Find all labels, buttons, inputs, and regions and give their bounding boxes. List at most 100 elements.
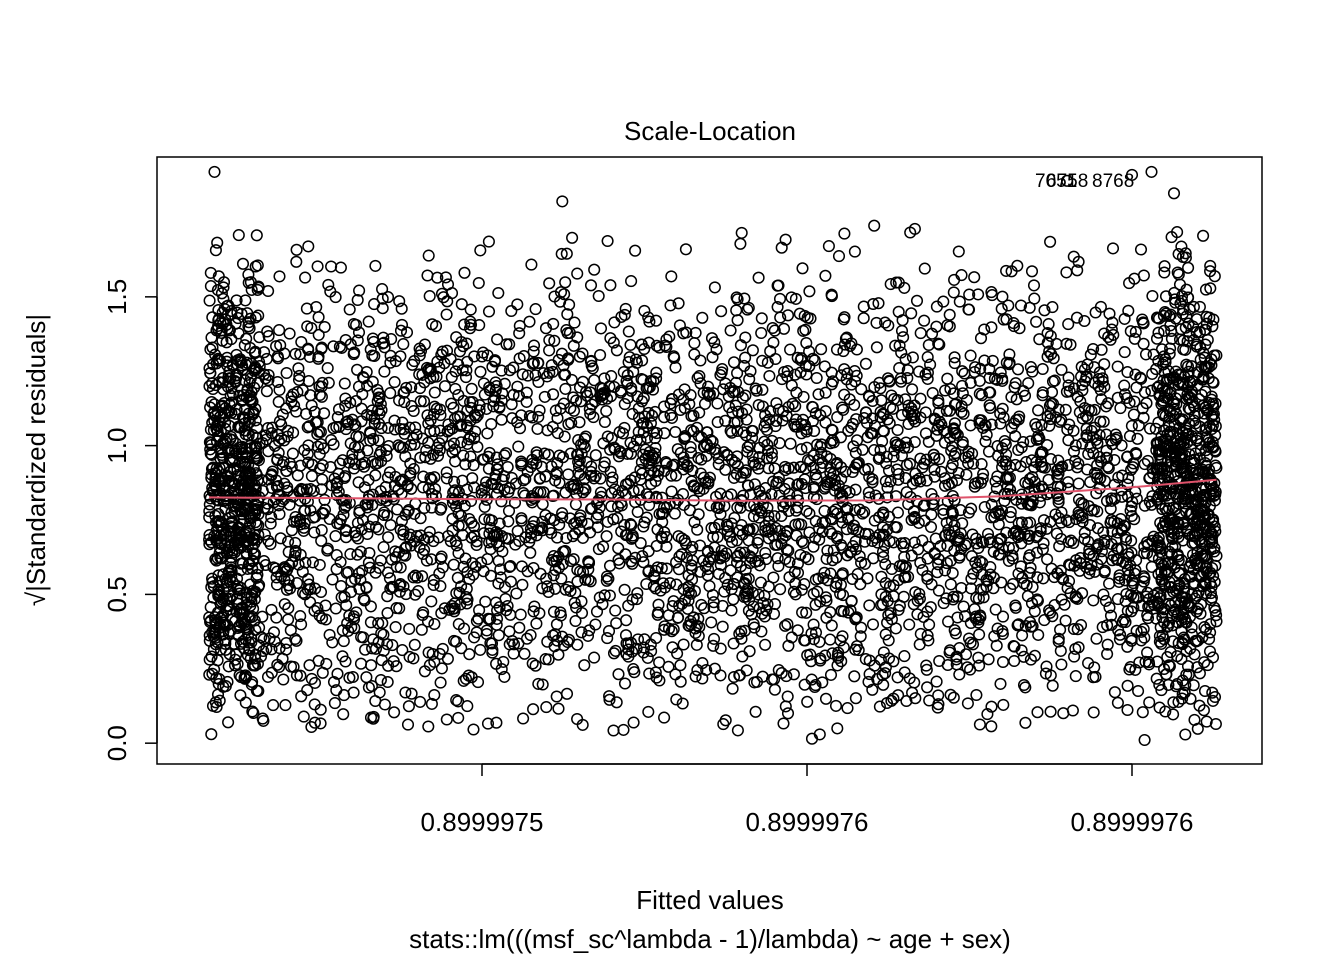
scatter-point	[249, 414, 262, 427]
scatter-point	[819, 692, 833, 705]
scatter-point	[719, 714, 732, 727]
scatter-point	[881, 491, 894, 504]
scatter-point	[381, 638, 394, 651]
scatter-point	[983, 386, 996, 399]
scatter-point	[529, 303, 542, 316]
scatter-point	[728, 578, 741, 591]
scatter-point	[250, 571, 263, 584]
scatter-point	[207, 643, 220, 656]
scatter-point	[818, 360, 831, 373]
scatter-point	[791, 624, 804, 637]
scatter-point	[1096, 375, 1109, 388]
scatter-point	[760, 423, 774, 436]
scatter-point	[901, 364, 914, 377]
scatter-point	[584, 386, 597, 399]
scatter-point	[558, 430, 571, 443]
scatter-point	[980, 428, 993, 441]
scatter-point	[617, 723, 630, 736]
scatter-point	[1031, 706, 1044, 719]
scatter-point	[879, 576, 892, 590]
scatter-point	[890, 438, 903, 452]
scatter-point	[1052, 454, 1065, 467]
scatter-point	[1110, 553, 1123, 566]
scatter-point	[660, 333, 673, 346]
scatter-point	[622, 477, 635, 490]
scatter-point	[212, 270, 225, 283]
scatter-point	[1204, 626, 1217, 639]
scatter-point	[576, 347, 589, 360]
scatter-point	[848, 398, 861, 411]
scatter-point	[638, 633, 651, 646]
scatter-point	[641, 651, 654, 664]
scatter-point	[372, 523, 385, 536]
scatter-point	[1041, 350, 1054, 363]
scatter-point	[492, 286, 505, 300]
scatter-point	[417, 470, 430, 483]
scatter-point	[332, 485, 345, 498]
scatter-point	[503, 364, 516, 377]
scatter-point	[1158, 462, 1171, 476]
scatter-point	[973, 718, 986, 731]
scatter-point	[576, 718, 589, 731]
scatter-point	[405, 399, 418, 413]
scatter-point	[362, 474, 375, 487]
scatter-point	[757, 596, 770, 610]
scatter-point	[217, 436, 230, 450]
scatter-point	[485, 637, 499, 650]
scatter-point	[1194, 444, 1207, 457]
scatter-point	[493, 401, 506, 414]
scatter-point	[1005, 265, 1018, 278]
scatter-point	[233, 456, 247, 469]
scatter-point	[781, 707, 795, 720]
scatter-point	[746, 586, 759, 599]
scatter-point	[305, 399, 318, 412]
scatter-point	[684, 618, 698, 631]
scatter-point	[985, 418, 998, 431]
scatter-point	[362, 681, 375, 694]
scatter-point	[990, 482, 1003, 495]
scatter-point	[463, 648, 476, 661]
scatter-point	[236, 635, 249, 648]
scatter-point	[700, 663, 713, 677]
scatter-point	[1060, 266, 1073, 279]
scatter-point	[224, 389, 237, 402]
scatter-point	[957, 600, 970, 613]
scatter-point	[760, 553, 773, 566]
scatter-point	[221, 322, 234, 335]
scatter-point	[203, 294, 216, 307]
scatter-point	[438, 380, 452, 393]
scatter-point	[1036, 543, 1049, 556]
scatter-point	[881, 481, 894, 494]
scatter-point	[1118, 520, 1131, 533]
scatter-point	[944, 578, 957, 591]
scatter-point	[1198, 407, 1211, 420]
scatter-point	[795, 352, 808, 365]
scatter-point	[223, 539, 236, 553]
scatter-point	[464, 494, 478, 508]
scatter-point	[1101, 619, 1114, 632]
scatter-point	[810, 493, 823, 506]
scatter-point	[1172, 475, 1185, 488]
scatter-point	[254, 650, 268, 663]
scatter-point	[874, 443, 887, 457]
scatter-point	[928, 412, 941, 425]
scatter-point	[1194, 607, 1207, 620]
scatter-point	[626, 557, 639, 570]
scatter-point	[1139, 655, 1152, 668]
scatter-point	[1037, 514, 1051, 527]
scatter-point	[650, 671, 663, 684]
scatter-point	[589, 618, 602, 631]
scatter-point	[1003, 471, 1016, 484]
scatter-point	[1105, 323, 1118, 336]
scatter-point	[814, 440, 827, 453]
scatter-point	[921, 366, 934, 379]
scatter-point	[1207, 313, 1220, 326]
scatter-point	[439, 271, 452, 284]
scatter-point	[996, 610, 1010, 623]
scatter-point	[845, 545, 858, 558]
scatter-point	[425, 595, 438, 608]
scatter-point	[222, 299, 235, 312]
scatter-point	[624, 636, 638, 649]
scatter-point	[696, 657, 709, 670]
scatter-point	[520, 386, 533, 399]
